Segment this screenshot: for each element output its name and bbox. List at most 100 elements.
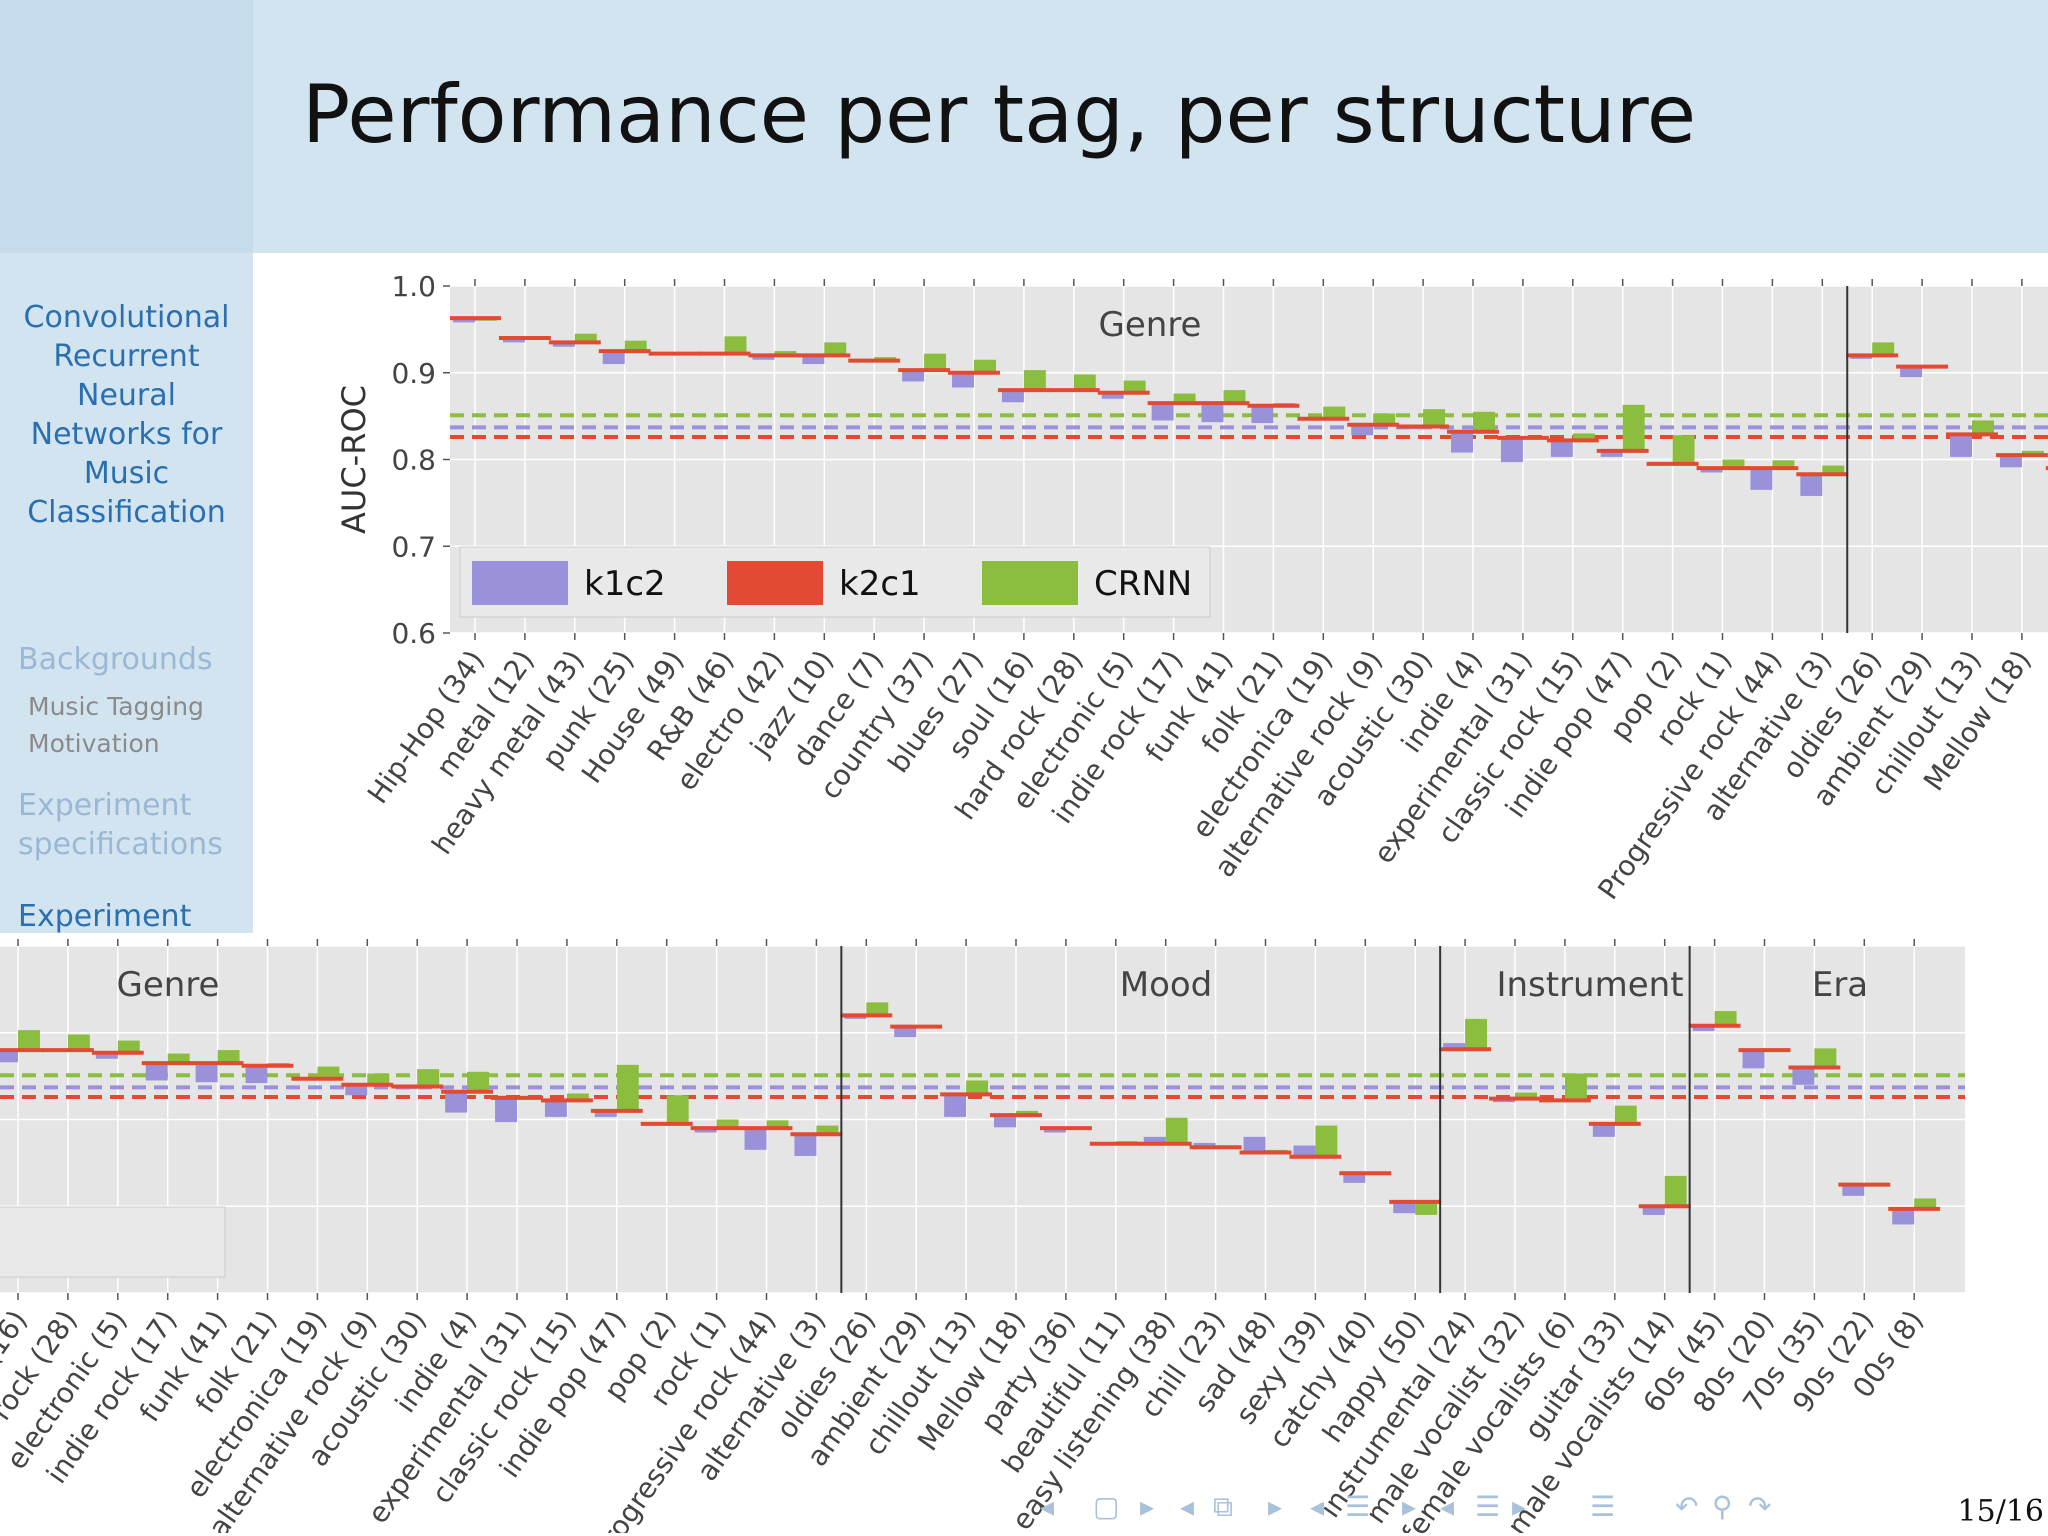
legend-swatch-crnn bbox=[982, 561, 1078, 605]
nav-slide-icon[interactable]: ☰ bbox=[1475, 1490, 1501, 1523]
nav-search-icon[interactable]: ⚲ bbox=[1712, 1490, 1733, 1523]
nav-back-icon[interactable]: ↶ bbox=[1675, 1490, 1699, 1523]
bar-k1c2 bbox=[445, 1091, 468, 1113]
sidebar-section-backgrounds[interactable]: Backgrounds bbox=[18, 642, 213, 677]
presentation-title-line: Classification bbox=[27, 495, 226, 530]
nav-next-arrow-icon[interactable]: ▸ bbox=[1268, 1490, 1283, 1523]
bar-k1c2 bbox=[1243, 1136, 1266, 1153]
nav-prev-arrow-icon[interactable]: ◂ bbox=[1310, 1490, 1325, 1523]
bar-k1c2 bbox=[994, 1115, 1016, 1128]
group-label: Genre bbox=[1099, 305, 1202, 345]
y-tick-label: 0.6 bbox=[391, 617, 436, 650]
bar-crnn bbox=[1914, 1198, 1937, 1209]
bar-k1c2 bbox=[1600, 450, 1623, 457]
bar-k1c2 bbox=[1500, 437, 1523, 463]
bar-crnn bbox=[1515, 1092, 1537, 1099]
bar-crnn bbox=[724, 336, 747, 354]
presentation-title-line: Recurrent bbox=[53, 339, 200, 374]
bar-crnn bbox=[417, 1069, 440, 1087]
bar-k1c2 bbox=[1792, 1067, 1815, 1085]
bar-crnn bbox=[1664, 1175, 1687, 1207]
nav-next-arrow-icon[interactable]: ▸ bbox=[1402, 1490, 1417, 1523]
group-label: Era bbox=[1812, 965, 1868, 1005]
nav-align-icon[interactable]: ☰ bbox=[1590, 1490, 1616, 1523]
page-number: 15/16 bbox=[1957, 1494, 2044, 1529]
bar-k1c2 bbox=[602, 351, 625, 365]
nav-subsection-icon[interactable]: ⧉ bbox=[1213, 1490, 1233, 1523]
nav-prev-arrow-icon[interactable]: ◂ bbox=[1180, 1490, 1195, 1523]
bar-k1c2 bbox=[1293, 1145, 1316, 1157]
bar-crnn bbox=[217, 1050, 240, 1064]
sidebar-subsection-motivation[interactable]: Motivation bbox=[28, 729, 160, 758]
nav-section-icon[interactable]: ☰ bbox=[1345, 1490, 1371, 1523]
bar-crnn bbox=[574, 333, 597, 343]
bar-crnn bbox=[1572, 433, 1595, 441]
bar-k1c2 bbox=[1001, 390, 1024, 403]
bar-crnn bbox=[1672, 435, 1695, 464]
sidebar-presentation-title[interactable]: Convolutional Recurrent Neural Networks … bbox=[0, 298, 253, 532]
nav-frame-icon[interactable]: ▢ bbox=[1093, 1490, 1120, 1523]
y-tick-label: 1.0 bbox=[391, 270, 436, 303]
group-label: Instrument bbox=[1496, 965, 1683, 1005]
bar-k1c2 bbox=[1451, 431, 1473, 453]
bar-crnn bbox=[1822, 465, 1845, 475]
bar-k1c2 bbox=[453, 318, 475, 323]
bar-k1c2 bbox=[0, 1050, 18, 1063]
bar-crnn bbox=[467, 1071, 490, 1092]
bar-k1c2 bbox=[245, 1065, 268, 1084]
bar-k1c2 bbox=[1999, 455, 2022, 468]
sidebar-section-experiment-current[interactable]: Experiment bbox=[18, 899, 192, 934]
bar-k1c2 bbox=[1343, 1173, 1366, 1183]
bar-crnn bbox=[716, 1119, 739, 1129]
bar-k1c2 bbox=[594, 1110, 617, 1117]
sidebar-section-experiment-specs-line1[interactable]: Experiment bbox=[18, 788, 192, 823]
bar-crnn bbox=[1722, 459, 1745, 469]
presentation-title-line: Convolutional bbox=[23, 300, 230, 335]
bar-k1c2 bbox=[744, 1128, 767, 1150]
bar-crnn bbox=[1564, 1073, 1587, 1101]
sidebar-subsection-music-tagging[interactable]: Music Tagging bbox=[28, 692, 204, 721]
bar-k1c2 bbox=[145, 1063, 168, 1081]
bar-k1c2 bbox=[1800, 474, 1823, 496]
bar-crnn bbox=[1373, 413, 1396, 425]
bar-crnn bbox=[1772, 460, 1795, 469]
chart-bottom: GenreMoodInstrumentEraCRNNsoul (16)hard … bbox=[0, 939, 1965, 1533]
bar-crnn bbox=[1016, 1110, 1038, 1116]
bar-crnn bbox=[1614, 1105, 1637, 1124]
bar-k1c2 bbox=[1043, 1128, 1066, 1133]
bar-k1c2 bbox=[1742, 1050, 1765, 1069]
bar-crnn bbox=[566, 1093, 589, 1101]
bar-k1c2 bbox=[1143, 1136, 1166, 1144]
bar-crnn bbox=[117, 1040, 140, 1053]
group-label: Mood bbox=[1120, 965, 1213, 1005]
header-strip bbox=[0, 0, 2048, 253]
sidebar-top-block bbox=[0, 0, 253, 253]
nav-next-arrow-icon[interactable]: ▸ bbox=[1140, 1490, 1155, 1523]
bar-crnn bbox=[1223, 390, 1246, 404]
bar-k1c2 bbox=[894, 1026, 917, 1038]
sidebar-section-experiment-specs-line2[interactable]: specifications bbox=[18, 827, 223, 862]
bar-crnn bbox=[1415, 1201, 1438, 1215]
bar-crnn bbox=[766, 1120, 789, 1129]
bar-crnn bbox=[1714, 1011, 1737, 1026]
nav-prev-arrow-icon[interactable]: ◂ bbox=[1440, 1490, 1455, 1523]
bar-k1c2 bbox=[552, 342, 575, 347]
nav-forward-icon[interactable]: ↷ bbox=[1748, 1490, 1772, 1523]
bar-crnn bbox=[816, 1125, 839, 1135]
legend-label: CRNN bbox=[1094, 564, 1192, 604]
nav-next-arrow-icon[interactable]: ▸ bbox=[1512, 1490, 1527, 1523]
nav-prev-arrow-icon[interactable]: ◂ bbox=[1040, 1490, 1055, 1523]
bar-crnn bbox=[966, 1080, 989, 1095]
bar-k1c2 bbox=[195, 1063, 218, 1083]
bar-k1c2 bbox=[1151, 403, 1174, 421]
bar-k1c2 bbox=[1900, 366, 1923, 378]
presentation-title-line: Networks for bbox=[30, 417, 223, 452]
bar-crnn bbox=[1323, 406, 1346, 419]
bar-crnn bbox=[824, 342, 847, 356]
bar-k1c2 bbox=[952, 372, 974, 388]
bar-crnn bbox=[974, 359, 996, 373]
bar-k1c2 bbox=[1592, 1123, 1615, 1137]
bar-k1c2 bbox=[495, 1097, 517, 1123]
plot-area: GenreMoodInstrumentEraCRNN bbox=[0, 946, 1965, 1293]
